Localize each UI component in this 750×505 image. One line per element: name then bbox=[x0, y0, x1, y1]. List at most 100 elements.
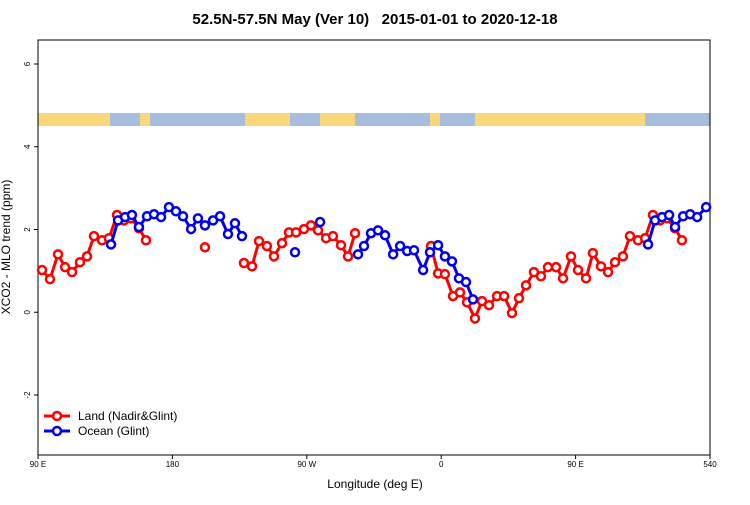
data-point bbox=[253, 235, 265, 247]
data-point bbox=[432, 239, 444, 251]
y-axis-label: XCO2 - MLO trend (ppm) bbox=[0, 180, 13, 315]
data-point bbox=[66, 266, 78, 278]
data-point bbox=[358, 240, 370, 252]
data-point bbox=[335, 239, 347, 251]
data-point bbox=[676, 235, 688, 246]
data-point bbox=[691, 211, 703, 223]
y-tick-label: 6 bbox=[23, 61, 32, 66]
data-point bbox=[602, 266, 614, 278]
data-point bbox=[513, 292, 525, 304]
data-point bbox=[642, 239, 654, 250]
data-point bbox=[469, 313, 481, 324]
data-point bbox=[454, 287, 466, 298]
data-point bbox=[520, 280, 532, 291]
legend: Land (Nadir&Glint)Ocean (Glint) bbox=[44, 409, 177, 438]
data-point bbox=[372, 225, 384, 236]
data-point bbox=[74, 256, 86, 268]
data-point bbox=[352, 249, 364, 260]
data-point bbox=[81, 251, 93, 262]
data-point bbox=[550, 261, 562, 273]
data-point bbox=[535, 271, 547, 282]
x-axis-label: Longitude (deg E) bbox=[327, 477, 422, 491]
data-point bbox=[105, 239, 117, 250]
data-point bbox=[439, 251, 451, 262]
data-point bbox=[446, 256, 458, 267]
data-point bbox=[557, 273, 569, 284]
legend-label: Ocean (Glint) bbox=[78, 424, 149, 438]
plot-frame bbox=[37, 39, 711, 456]
data-point bbox=[268, 251, 280, 262]
data-point bbox=[417, 264, 429, 276]
data-point bbox=[133, 221, 145, 233]
legend-marker bbox=[51, 425, 63, 437]
data-point bbox=[246, 261, 258, 272]
data-point bbox=[379, 230, 391, 241]
data-point bbox=[327, 230, 339, 242]
data-point bbox=[199, 220, 211, 231]
data-point bbox=[126, 209, 138, 221]
x-tick-label: 90 E bbox=[30, 460, 46, 469]
data-point bbox=[424, 247, 436, 258]
data-point bbox=[222, 228, 234, 240]
data-point bbox=[408, 244, 420, 256]
data-point bbox=[289, 247, 301, 258]
data-point bbox=[467, 294, 479, 305]
data-point bbox=[587, 247, 599, 259]
data-point bbox=[214, 211, 226, 222]
data-point bbox=[609, 256, 621, 268]
data-point bbox=[229, 218, 241, 229]
series bbox=[105, 201, 712, 305]
data-point bbox=[669, 221, 681, 233]
data-point bbox=[36, 264, 48, 276]
x-tick-label: 180 bbox=[166, 460, 180, 469]
data-point bbox=[439, 268, 451, 280]
legend-marker bbox=[51, 410, 63, 422]
data-point bbox=[617, 251, 629, 262]
data-point bbox=[624, 230, 636, 242]
data-point bbox=[199, 242, 211, 253]
data-point bbox=[506, 307, 518, 319]
data-point bbox=[140, 235, 152, 246]
data-point bbox=[580, 273, 592, 284]
data-point bbox=[261, 240, 273, 252]
data-point bbox=[342, 251, 354, 262]
data-point bbox=[305, 220, 317, 231]
land-ocean-strip bbox=[38, 113, 710, 126]
data-point bbox=[177, 211, 189, 222]
data-point bbox=[565, 251, 577, 262]
legend-label: Land (Nadir&Glint) bbox=[78, 409, 177, 423]
x-tick-label: 90 W bbox=[297, 460, 316, 469]
data-point bbox=[192, 213, 204, 224]
y-tick-label: 2 bbox=[23, 227, 32, 232]
data-point bbox=[663, 209, 675, 221]
data-point bbox=[572, 264, 584, 276]
x-tick-label: 90 E bbox=[567, 460, 583, 469]
data-point bbox=[314, 216, 326, 228]
x-tick-label: 540 bbox=[703, 460, 717, 469]
data-point bbox=[483, 299, 495, 311]
data-point bbox=[387, 249, 399, 260]
data-point bbox=[460, 276, 472, 288]
data-point bbox=[170, 206, 182, 217]
y-tick-label: 0 bbox=[23, 309, 32, 314]
data-point bbox=[155, 211, 167, 223]
chart-title: 52.5N-57.5N May (Ver 10) 2015-01-01 to 2… bbox=[192, 11, 557, 28]
data-point bbox=[700, 201, 712, 213]
data-point bbox=[236, 230, 248, 242]
data-point bbox=[595, 261, 607, 272]
data-point bbox=[312, 225, 324, 236]
data-point bbox=[185, 223, 197, 235]
data-point bbox=[44, 273, 56, 285]
data-point bbox=[276, 237, 288, 249]
data-point bbox=[52, 249, 64, 260]
data-point bbox=[238, 257, 250, 269]
data-point bbox=[498, 290, 510, 302]
data-point bbox=[59, 261, 71, 273]
y-tick-label: 4 bbox=[23, 144, 32, 149]
data-point bbox=[394, 240, 406, 252]
y-tick-label: -2 bbox=[23, 391, 32, 399]
data-point bbox=[349, 227, 361, 239]
x-tick-label: 0 bbox=[439, 460, 444, 469]
data-point bbox=[88, 230, 100, 242]
